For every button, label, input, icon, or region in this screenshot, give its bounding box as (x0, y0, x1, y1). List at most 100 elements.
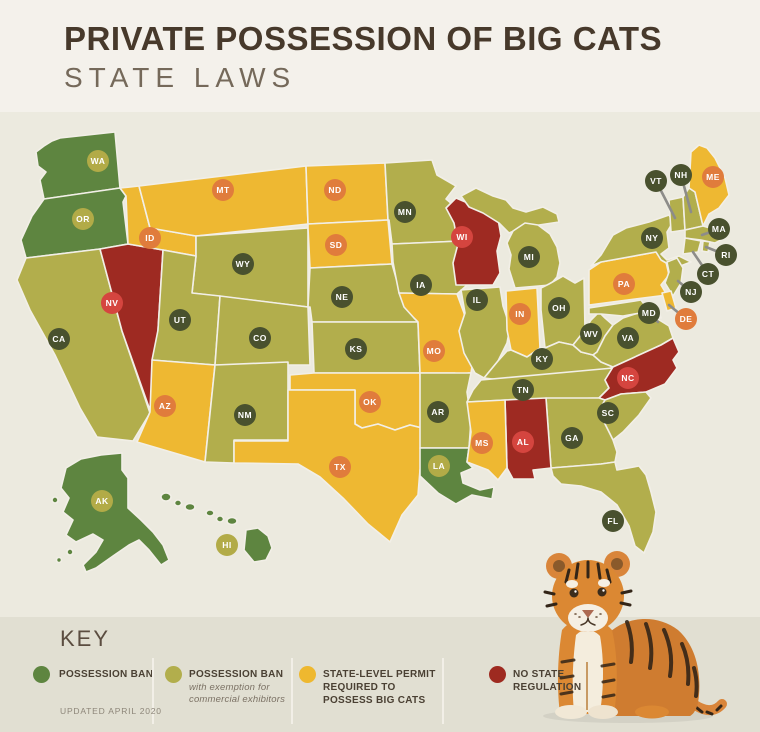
legend-divider (291, 658, 293, 724)
state-AK-islet (51, 496, 59, 504)
tiger-leg-stripes (559, 658, 616, 699)
badge-AR: AR (427, 401, 449, 423)
svg-text:SC: SC (602, 408, 615, 418)
state-HI-island (226, 516, 238, 526)
svg-text:TX: TX (334, 462, 346, 472)
svg-text:NV: NV (106, 298, 119, 308)
state-FL (550, 461, 657, 554)
tiger-nose (582, 610, 594, 618)
tiger-forehead-stripes (564, 560, 612, 584)
svg-text:ND: ND (328, 185, 341, 195)
state-NJ (664, 257, 684, 297)
svg-text:MD: MD (642, 308, 656, 318)
state-AK-islet (66, 548, 74, 556)
badge-MI: MI (518, 246, 540, 268)
tiger-cheek-stripes (543, 589, 633, 608)
badge-MN: MN (394, 201, 416, 223)
key-heading: KEY (60, 626, 111, 651)
svg-text:NE: NE (336, 292, 349, 302)
tiger-ear-right-inner (611, 558, 623, 570)
legend-divider (442, 658, 444, 724)
legend-label: POSSESSION BAN (189, 669, 284, 680)
badge-KY: KY (531, 348, 553, 370)
svg-text:KS: KS (350, 344, 363, 354)
svg-text:OR: OR (76, 214, 90, 224)
state-SD (307, 219, 393, 269)
state-CT (682, 237, 702, 255)
svg-text:FL: FL (607, 516, 618, 526)
state-ND (305, 162, 389, 225)
badge-WV: WV (580, 323, 602, 345)
svg-text:KY: KY (536, 354, 549, 364)
badge-SC: SC (597, 402, 619, 424)
state-NC (598, 337, 680, 401)
svg-text:OK: OK (363, 397, 377, 407)
badge-CT: CT (697, 263, 719, 285)
page-subtitle: STATE LAWS (64, 61, 297, 93)
svg-text:IA: IA (416, 280, 426, 290)
badge-NM: NM (234, 404, 256, 426)
badge-IN: IN (509, 303, 531, 325)
svg-text:CO: CO (253, 333, 267, 343)
badge-TN: TN (512, 379, 534, 401)
badge-IL: IL (466, 289, 488, 311)
badge-HI: HI (216, 534, 238, 556)
svg-text:IN: IN (515, 309, 525, 319)
badge-WY: WY (232, 253, 254, 275)
badge-RI: RI (715, 244, 737, 266)
badge-TX: TX (329, 456, 351, 478)
header: PRIVATE POSSESSION OF BIG CATS STATE LAW… (64, 20, 663, 94)
badge-NJ: NJ (680, 281, 702, 303)
svg-text:NJ: NJ (685, 287, 697, 297)
svg-text:MT: MT (216, 185, 230, 195)
state-HI-island (184, 502, 196, 512)
badge-NE: NE (331, 286, 353, 308)
updated-date: UPDATED APRIL 2020 (60, 706, 162, 716)
badge-ID: ID (139, 227, 161, 249)
svg-text:NH: NH (674, 170, 687, 180)
badge-IA: IA (410, 274, 432, 296)
state-HI-island (205, 509, 215, 517)
badge-GA: GA (561, 427, 583, 449)
svg-text:AZ: AZ (159, 401, 171, 411)
state-DE (661, 290, 677, 312)
svg-text:AR: AR (431, 407, 444, 417)
tiger-front-paw-left (555, 705, 587, 719)
badge-NY: NY (641, 227, 663, 249)
badge-OK: OK (359, 391, 381, 413)
svg-text:UT: UT (174, 315, 187, 325)
badge-MT: MT (212, 179, 234, 201)
state-shapes (16, 131, 730, 573)
state-badges: WA OR CA NV ID MT WY UT CO AZ NM ND SD N… (48, 150, 737, 556)
svg-text:TN: TN (517, 385, 529, 395)
legend-dot-none (489, 666, 506, 683)
svg-text:NC: NC (621, 373, 634, 383)
badge-SD: SD (325, 234, 347, 256)
badge-CA: CA (48, 328, 70, 350)
tiger-front-paw-right (588, 705, 618, 719)
badge-PA: PA (613, 273, 635, 295)
state-HI-island (160, 492, 172, 502)
tiger-hind-paw (635, 705, 669, 719)
badge-AL: AL (512, 431, 534, 453)
badge-OH: OH (548, 297, 570, 319)
svg-text:HI: HI (222, 540, 232, 550)
svg-text:OH: OH (552, 303, 566, 313)
badge-NH: NH (670, 164, 692, 186)
svg-text:MA: MA (712, 224, 726, 234)
tiger-eye-right-glint (602, 589, 605, 592)
badge-VA: VA (617, 327, 639, 349)
tiger-brow-left (566, 580, 578, 588)
legend-label: STATE-LEVEL PERMIT REQUIRED TO POSSESS B… (323, 669, 436, 706)
svg-text:MI: MI (524, 252, 534, 262)
svg-text:ID: ID (145, 233, 155, 243)
badge-VT: VT (645, 170, 667, 192)
svg-text:WY: WY (236, 259, 251, 269)
state-HI-island (243, 527, 273, 563)
tiger-tail-stripes (695, 704, 723, 716)
page-title: PRIVATE POSSESSION OF BIG CATS (64, 20, 663, 57)
svg-text:PA: PA (618, 279, 630, 289)
svg-text:NM: NM (238, 410, 252, 420)
